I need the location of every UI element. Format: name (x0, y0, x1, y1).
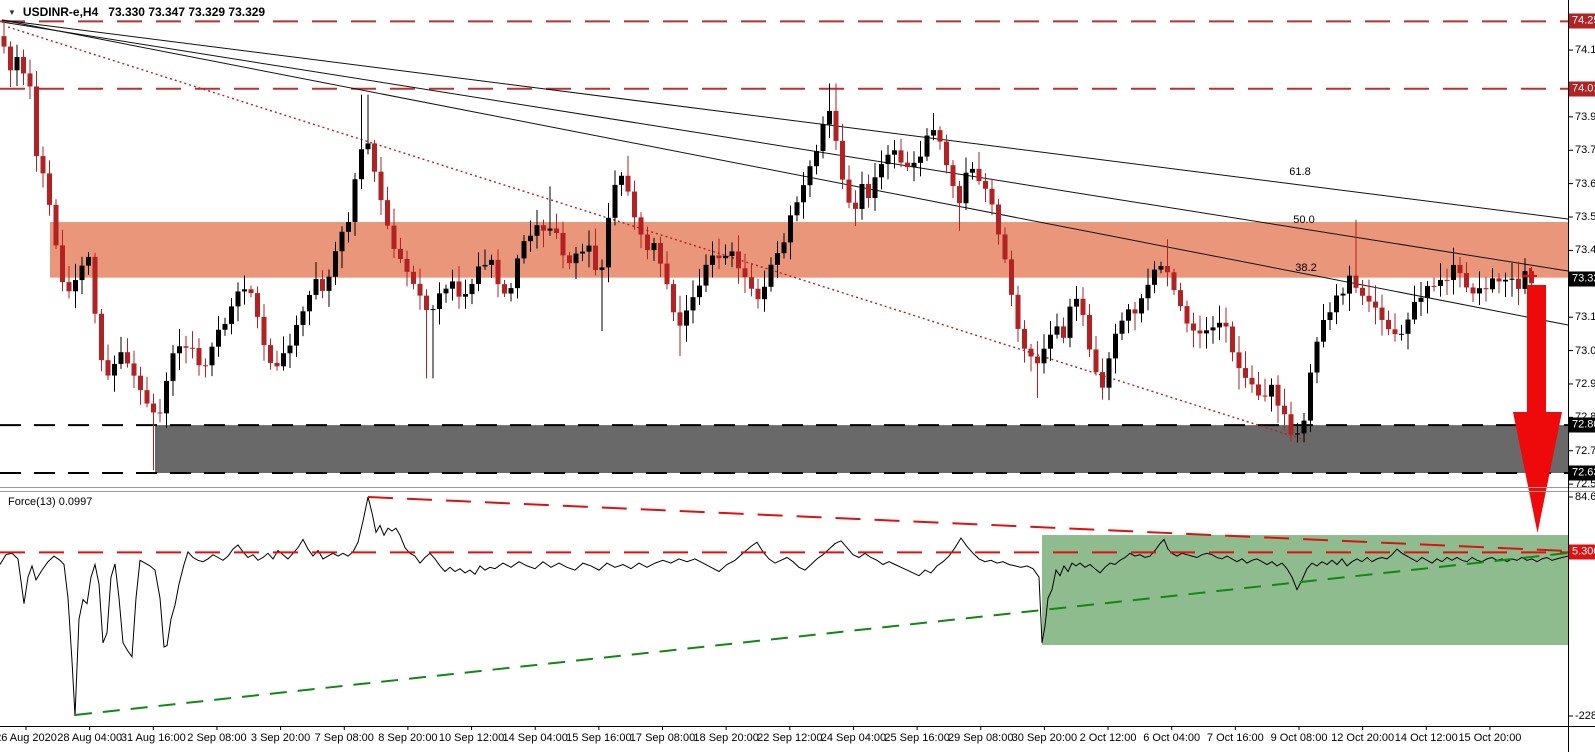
price-badge-72.802: 72.802 (1569, 417, 1595, 433)
price-axis-tick: 73.550 (1575, 211, 1595, 223)
indicator-axis-tick: 84.6254 (1575, 491, 1595, 503)
last-price-marker (1522, 275, 1537, 277)
time-axis-label: 31 Aug 16:00 (120, 732, 186, 744)
time-axis-label: 29 Sep 08:00 (948, 732, 1014, 744)
time-axis-label: 28 Aug 04:00 (57, 732, 123, 744)
indicator-label: Force(13) 0.0997 (8, 496, 92, 508)
time-axis-label: 3 Sep 20:00 (250, 732, 311, 744)
last-price-marker-stem (1529, 268, 1531, 275)
price-axis-tick: 73.790 (1575, 144, 1595, 157)
force-index-line (0, 496, 1569, 717)
time-axis-label: 15 Oct 20:00 (1458, 732, 1522, 744)
price-axis-tick: 74.150 (1575, 44, 1595, 57)
time-axis-label: 10 Sep 12:00 (438, 732, 505, 744)
time-axis-label: 25 Sep 16:00 (884, 732, 950, 744)
price-badge-74.253: 74.253 (1569, 13, 1595, 29)
chart-header: ▼ USDINR-e,H4 73.330 73.347 73.329 73.329 (8, 5, 265, 19)
time-axis-label: 26 Aug 2020 (0, 732, 57, 744)
dotted-trendline (7, 26, 1306, 441)
price-axis-tick: 73.430 (1575, 244, 1595, 257)
symbol-period-label: USDINR-e,H4 (22, 5, 99, 19)
price-badge-73.329: 73.329 (1569, 271, 1595, 286)
time-axis-label: 17 Sep 08:00 (629, 732, 696, 744)
ohlc-quote: 73.330 73.347 73.329 73.329 (108, 5, 266, 19)
price-axis-tick: 72.710 (1575, 444, 1595, 457)
fib-label-382: 38.2 (1295, 262, 1317, 274)
support-zone (155, 425, 1568, 473)
indicator-level-badge: 5.3004 (1569, 544, 1595, 560)
panel-splitter[interactable] (0, 487, 1595, 492)
price-axis-tick: 73.070 (1575, 344, 1595, 357)
time-axis-label: 2 Oct 12:00 (1079, 732, 1137, 744)
price-axis-tick: 73.670 (1575, 177, 1595, 190)
down-arrow (1513, 285, 1562, 533)
fib-fan-line (1, 21, 1569, 272)
time-axis-label: 6 Oct 04:00 (1143, 732, 1201, 744)
fib-label-500: 50.0 (1293, 214, 1315, 226)
time-axis-label: 30 Sep 20:00 (1011, 732, 1078, 744)
fib-label-618: 61.8 (1289, 166, 1311, 178)
price-axis-tick: 72.950 (1575, 377, 1595, 390)
time-axis-label: 12 Oct 20:00 (1331, 732, 1395, 744)
indicator-value: 0.0997 (58, 496, 93, 508)
time-axis-label: 2 Sep 08:00 (187, 732, 247, 744)
time-axis-label: 8 Sep 20:00 (378, 732, 438, 744)
price-badge-74.011: 74.011 (1569, 81, 1595, 97)
price-axis-tick: 72.590 (1575, 478, 1595, 491)
time-axis-label: 24 Sep 04:00 (820, 732, 887, 744)
price-axis-tick: 73.190 (1575, 311, 1595, 324)
price-axis-tick: 73.910 (1575, 110, 1595, 123)
time-axis-label: 15 Sep 16:00 (566, 732, 632, 744)
time-axis-label: 22 Sep 12:00 (757, 732, 823, 744)
price-badge-72.630: 72.630 (1569, 465, 1595, 481)
time-axis-label: 18 Sep 20:00 (693, 732, 759, 744)
symbol-dropdown-icon: ▼ (8, 8, 16, 17)
time-axis-label: 7 Sep 08:00 (314, 732, 374, 744)
indicator-red-trendline (367, 496, 1569, 552)
time-axis-label: 9 Oct 08:00 (1270, 732, 1328, 744)
time-axis-label: 14 Sep 04:00 (502, 732, 568, 744)
time-axis-label: 14 Oct 12:00 (1394, 732, 1458, 744)
indicator-name: Force(13) (8, 496, 56, 508)
fib-fan-line (1, 19, 1569, 326)
indicator-axis-tick: -228.773 (1575, 710, 1595, 722)
candlesticks (1, 21, 1534, 471)
fib-fan-line (1, 19, 1569, 220)
time-axis-label: 7 Oct 16:00 (1206, 732, 1264, 744)
resistance-zone (50, 222, 1568, 278)
